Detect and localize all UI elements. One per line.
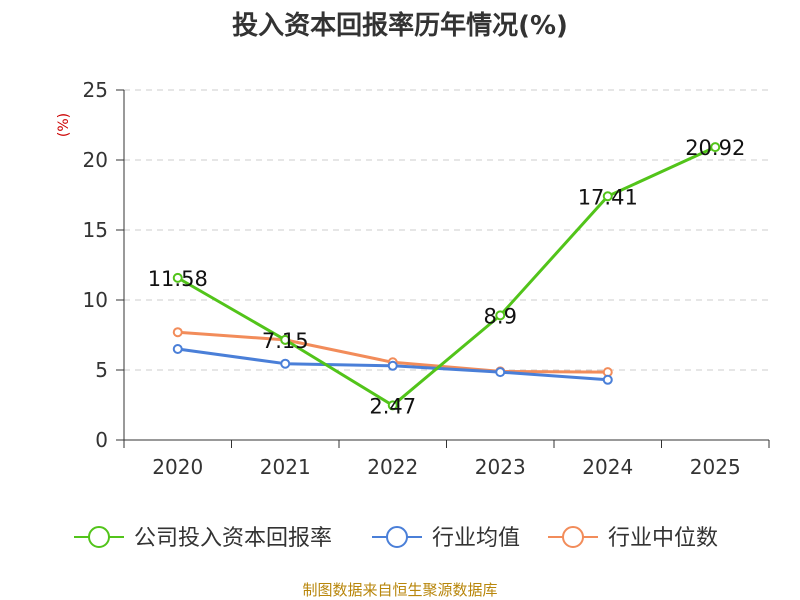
y-tick-label: 0 <box>95 428 108 452</box>
series-1 <box>172 344 613 385</box>
data-point <box>280 334 291 345</box>
legend-label: 行业中位数 <box>608 526 718 551</box>
x-tick-label: 2025 <box>690 455 741 479</box>
data-point <box>602 191 613 202</box>
data-point <box>172 327 183 338</box>
data-point <box>710 142 721 153</box>
grid-lines <box>124 89 769 371</box>
data-label: 7.15 <box>262 329 309 353</box>
data-source-note: 制图数据来自恒生聚源数据库 <box>302 581 497 599</box>
data-point <box>495 367 506 378</box>
data-point <box>602 374 613 385</box>
series-0 <box>172 142 721 411</box>
legend: 公司投入资本回报率 行业均值 行业中位数 <box>74 526 718 551</box>
y-tick-label: 10 <box>83 288 108 312</box>
data-label: 11.58 <box>148 267 208 291</box>
y-tick-label: 15 <box>83 218 108 242</box>
data-point <box>172 272 183 283</box>
x-tick-label: 2020 <box>152 455 203 479</box>
legend-item: 行业均值 <box>372 526 520 551</box>
data-point <box>495 310 506 321</box>
legend-item: 公司投入资本回报率 <box>74 526 332 551</box>
legend-label: 公司投入资本回报率 <box>134 526 332 551</box>
y-tick-label: 20 <box>83 148 108 172</box>
data-label: 20.92 <box>685 136 745 160</box>
data-label: 17.41 <box>578 185 638 209</box>
data-point <box>387 400 398 411</box>
data-label: 8.9 <box>484 304 517 328</box>
data-label: 2.47 <box>369 394 416 418</box>
x-tick-label: 2021 <box>260 455 311 479</box>
y-tick-label: 25 <box>83 78 108 102</box>
x-tick-label: 2024 <box>582 455 633 479</box>
legend-label: 行业均值 <box>432 526 520 551</box>
series-lines <box>172 142 721 411</box>
x-tick-label: 2023 <box>475 455 526 479</box>
chart-title: 投入资本回报率历年情况(%) <box>232 10 568 41</box>
legend-marker <box>386 526 408 548</box>
series-line <box>177 145 716 407</box>
legend-item: 行业中位数 <box>548 526 718 551</box>
y-axis-label: (%) <box>56 113 72 137</box>
data-point <box>172 344 183 354</box>
x-tick-label: 2022 <box>367 455 418 479</box>
y-tick-label: 5 <box>95 358 108 382</box>
data-labels: 11.58 7.15 2.47 8.9 17.41 20.92 <box>148 136 746 418</box>
data-point <box>280 358 291 369</box>
data-point <box>387 360 398 371</box>
legend-marker <box>88 526 110 548</box>
legend-marker <box>562 526 584 548</box>
